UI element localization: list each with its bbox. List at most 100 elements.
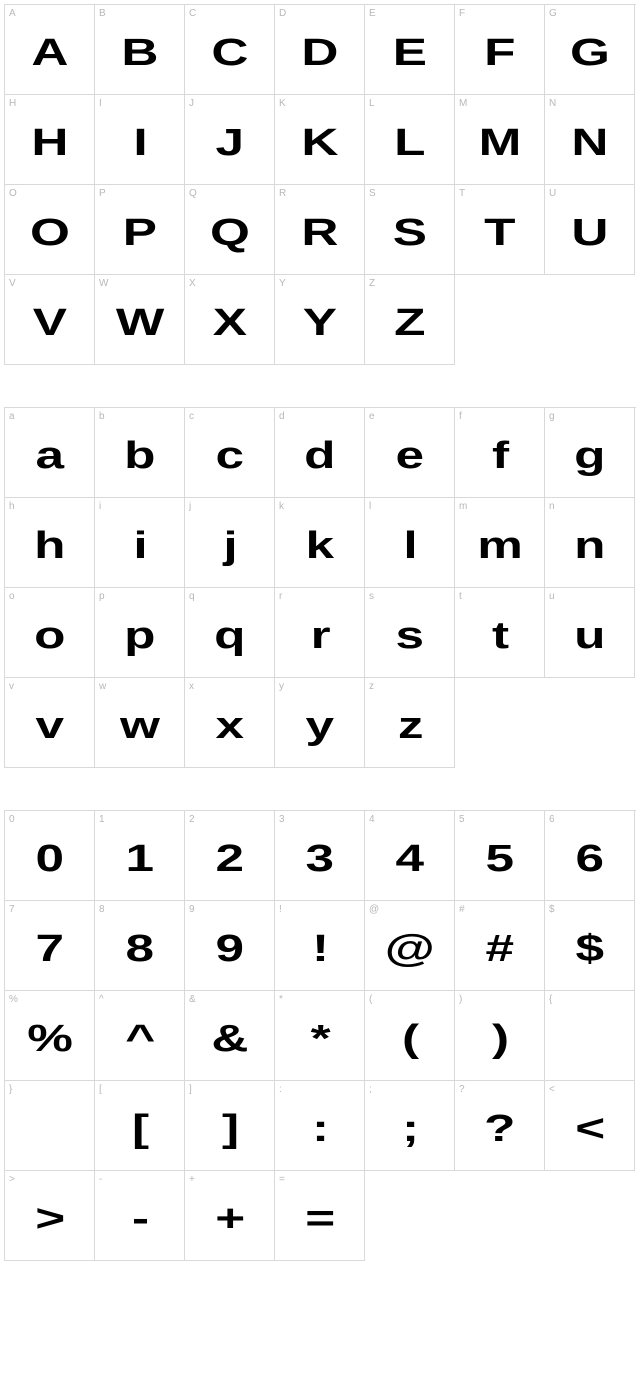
- glyph-cell[interactable]: ##: [455, 901, 545, 991]
- glyph-cell[interactable]: --: [95, 1171, 185, 1261]
- glyph-cell[interactable]: [[: [95, 1081, 185, 1171]
- glyph-cell[interactable]: %%: [5, 991, 95, 1081]
- glyph-grid: AABBCCDDEEFFGG HHIIJJKKLLMMNN OOPPQQRRSSTT…: [4, 4, 636, 365]
- glyph-cell[interactable]: AA: [5, 5, 95, 95]
- glyph-cell[interactable]: yy: [275, 678, 365, 768]
- glyph-cell[interactable]: XX: [185, 275, 275, 365]
- glyph: j: [223, 527, 236, 565]
- glyph-cell[interactable]: bb: [95, 408, 185, 498]
- glyph-cell[interactable]: oo: [5, 588, 95, 678]
- glyph-cell[interactable]: JJ: [185, 95, 275, 185]
- glyph-cell[interactable]: ii: [95, 498, 185, 588]
- glyph-cell[interactable]: ww: [95, 678, 185, 768]
- glyph-cell[interactable]: VV: [5, 275, 95, 365]
- glyph-cell[interactable]: >>: [5, 1171, 95, 1261]
- glyph-cell[interactable]: qq: [185, 588, 275, 678]
- glyph-cell[interactable]: aa: [5, 408, 95, 498]
- glyph-cell[interactable]: DD: [275, 5, 365, 95]
- glyph-cell[interactable]: 77: [5, 901, 95, 991]
- glyph-cell[interactable]: pp: [95, 588, 185, 678]
- glyph-cell[interactable]: 00: [5, 811, 95, 901]
- cell-label: a: [9, 411, 15, 422]
- glyph-cell[interactable]: ff: [455, 408, 545, 498]
- glyph-cell[interactable]: TT: [455, 185, 545, 275]
- glyph: 9: [216, 930, 243, 968]
- glyph-cell[interactable]: 55: [455, 811, 545, 901]
- glyph-cell[interactable]: ++: [185, 1171, 275, 1261]
- glyph-cell[interactable]: ee: [365, 408, 455, 498]
- glyph-cell[interactable]: 99: [185, 901, 275, 991]
- glyph-cell[interactable]: 88: [95, 901, 185, 991]
- glyph-cell[interactable]: uu: [545, 588, 635, 678]
- glyph-cell[interactable]: YY: [275, 275, 365, 365]
- glyph-cell[interactable]: 11: [95, 811, 185, 901]
- glyph-cell[interactable]: kk: [275, 498, 365, 588]
- glyph-cell[interactable]: 33: [275, 811, 365, 901]
- glyph-cell[interactable]: 44: [365, 811, 455, 901]
- glyph-cell[interactable]: ZZ: [365, 275, 455, 365]
- glyph-cell[interactable]: }: [5, 1081, 95, 1171]
- glyph-cell[interactable]: zz: [365, 678, 455, 768]
- glyph-cell[interactable]: KK: [275, 95, 365, 185]
- glyph-cell[interactable]: CC: [185, 5, 275, 95]
- glyph-cell[interactable]: ;;: [365, 1081, 455, 1171]
- glyph-cell[interactable]: @@: [365, 901, 455, 991]
- glyph-cell[interactable]: BB: [95, 5, 185, 95]
- glyph-cell[interactable]: GG: [545, 5, 635, 95]
- glyph-cell[interactable]: $$: [545, 901, 635, 991]
- glyph-cell[interactable]: RR: [275, 185, 365, 275]
- glyph-cell[interactable]: {: [545, 991, 635, 1081]
- glyph-cell[interactable]: mm: [455, 498, 545, 588]
- glyph-cell[interactable]: PP: [95, 185, 185, 275]
- glyph-cell[interactable]: gg: [545, 408, 635, 498]
- glyph-cell[interactable]: EE: [365, 5, 455, 95]
- glyph-cell[interactable]: 66: [545, 811, 635, 901]
- glyph-cell[interactable]: OO: [5, 185, 95, 275]
- glyph-cell[interactable]: UU: [545, 185, 635, 275]
- glyph-cell[interactable]: 22: [185, 811, 275, 901]
- cell-label: 9: [189, 904, 195, 915]
- glyph: o: [35, 617, 65, 655]
- cell-label: z: [369, 681, 374, 692]
- glyph-cell[interactable]: )): [455, 991, 545, 1081]
- cell-label: r: [279, 591, 282, 602]
- glyph-cell[interactable]: dd: [275, 408, 365, 498]
- cell-label: q: [189, 591, 195, 602]
- glyph-cell[interactable]: !!: [275, 901, 365, 991]
- cell-label: 8: [99, 904, 105, 915]
- glyph-cell[interactable]: HH: [5, 95, 95, 185]
- glyph-cell[interactable]: ll: [365, 498, 455, 588]
- glyph-cell[interactable]: tt: [455, 588, 545, 678]
- glyph: 6: [576, 840, 603, 878]
- glyph-cell[interactable]: WW: [95, 275, 185, 365]
- glyph: r: [310, 617, 329, 655]
- glyph-cell[interactable]: ss: [365, 588, 455, 678]
- glyph: 2: [216, 840, 243, 878]
- glyph-cell[interactable]: jj: [185, 498, 275, 588]
- glyph-cell[interactable]: hh: [5, 498, 95, 588]
- glyph-cell[interactable]: ==: [275, 1171, 365, 1261]
- glyph-cell[interactable]: vv: [5, 678, 95, 768]
- glyph-cell[interactable]: SS: [365, 185, 455, 275]
- glyph-cell[interactable]: ??: [455, 1081, 545, 1171]
- glyph-cell[interactable]: ((: [365, 991, 455, 1081]
- glyph-cell[interactable]: MM: [455, 95, 545, 185]
- glyph-cell[interactable]: LL: [365, 95, 455, 185]
- glyph-cell[interactable]: <<: [545, 1081, 635, 1171]
- glyph-cell[interactable]: &&: [185, 991, 275, 1081]
- cell-label: ;: [369, 1084, 372, 1095]
- glyph-cell[interactable]: QQ: [185, 185, 275, 275]
- glyph-cell[interactable]: nn: [545, 498, 635, 588]
- glyph-cell[interactable]: FF: [455, 5, 545, 95]
- glyph-cell[interactable]: ::: [275, 1081, 365, 1171]
- cell-label: Q: [189, 188, 197, 199]
- glyph-cell[interactable]: II: [95, 95, 185, 185]
- glyph-cell[interactable]: rr: [275, 588, 365, 678]
- cell-label: D: [279, 8, 286, 19]
- glyph-cell[interactable]: ^^: [95, 991, 185, 1081]
- glyph-cell[interactable]: NN: [545, 95, 635, 185]
- glyph-cell[interactable]: **: [275, 991, 365, 1081]
- glyph-cell[interactable]: xx: [185, 678, 275, 768]
- glyph-cell[interactable]: cc: [185, 408, 275, 498]
- glyph-cell[interactable]: ]]: [185, 1081, 275, 1171]
